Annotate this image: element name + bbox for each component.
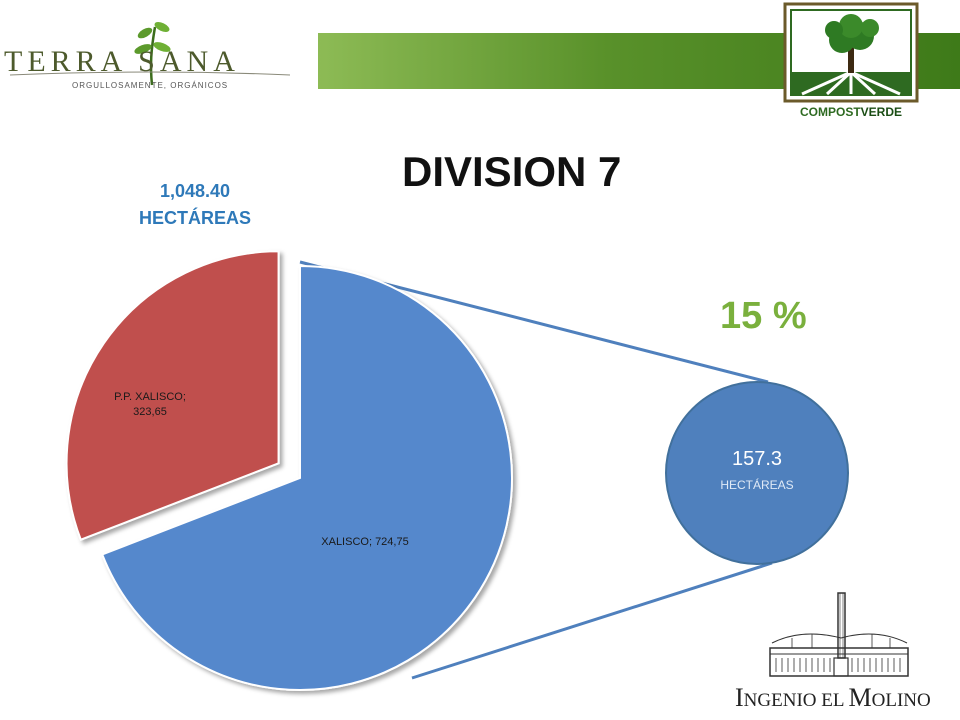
slice-label: P.P. XALISCO; 323,65	[114, 391, 186, 418]
total-unit: HECTÁREAS	[138, 208, 251, 228]
pie-slice-xalisco	[100, 264, 513, 691]
ingenio-factory-icon	[762, 588, 912, 683]
terra-sana-logo: TERRA SANA ORGULLOSAMENTE, ORGÁNICOS	[0, 15, 300, 95]
terra-sana-name: TERRA SANA	[4, 45, 240, 78]
highlight-percent: 15 %	[720, 295, 807, 337]
ingenio-el-molino-name: INGENIO EL MOLINO	[735, 683, 931, 712]
compostverde-logo: COMPOSTVERDE	[782, 2, 920, 122]
tree-field-icon	[783, 2, 919, 103]
compostverde-name: COMPOSTVERDE	[799, 105, 902, 119]
page-title: DIVISION 7	[402, 148, 622, 195]
connector-line	[411, 561, 773, 680]
total-hectares: 1,048.40 HECTÁREAS	[110, 178, 280, 232]
callout-circle	[665, 381, 849, 565]
pie-slice-p-p-xalisco	[65, 250, 280, 542]
callout-value: 157.3	[731, 448, 783, 470]
callout-unit: HECTÁREAS	[720, 478, 794, 492]
terra-sana-tagline: ORGULLOSAMENTE, ORGÁNICOS	[72, 81, 229, 90]
total-value: 1,048.40	[159, 181, 231, 201]
slice-label: XALISCO; 724,75	[321, 536, 408, 548]
sprout-icon	[9, 22, 291, 86]
